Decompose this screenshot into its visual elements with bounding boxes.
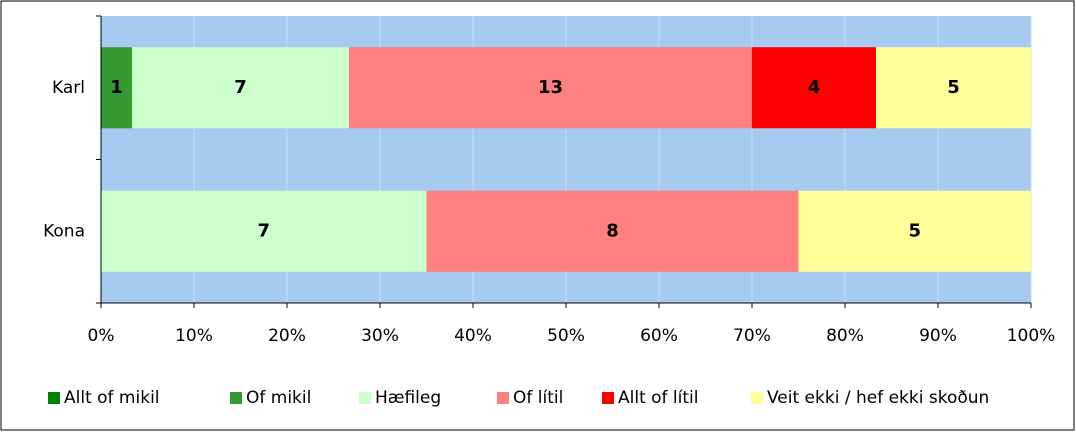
bar-segment <box>132 47 349 129</box>
bar-segment <box>752 47 876 129</box>
legend-swatch <box>751 392 763 404</box>
value-label: 5 <box>908 220 921 241</box>
bar-segment <box>426 190 799 272</box>
value-label: 13 <box>538 77 563 98</box>
value-label: 4 <box>808 77 821 98</box>
bar-segment <box>876 47 1031 129</box>
x-tick-label: 60% <box>640 326 678 346</box>
x-tick-label: 50% <box>547 326 585 346</box>
x-tick-label: 10% <box>175 326 213 346</box>
legend-label: Allt of lítil <box>618 388 699 408</box>
y-tick-label: Karl <box>52 78 85 98</box>
legend-label: Of mikil <box>246 388 311 408</box>
bar-segment <box>349 47 752 129</box>
y-tick-label: Kona <box>43 221 85 241</box>
value-label: 7 <box>234 77 247 98</box>
bar-segment <box>101 47 132 129</box>
value-label: 7 <box>257 220 270 241</box>
legend-swatch <box>602 392 614 404</box>
bar-segment <box>101 190 427 272</box>
x-tick-label: 20% <box>268 326 306 346</box>
legend-swatch <box>230 392 242 404</box>
legend-label: Of lítil <box>513 388 563 408</box>
x-tick-label: 90% <box>919 326 957 346</box>
legend-swatch <box>359 392 371 404</box>
legend-swatch <box>497 392 509 404</box>
x-tick-label: 0% <box>88 326 115 346</box>
x-tick-label: 80% <box>826 326 864 346</box>
legend-label: Allt of mikil <box>64 388 160 408</box>
x-tick-label: 70% <box>733 326 771 346</box>
x-tick-label: 30% <box>361 326 399 346</box>
legend-label: Veit ekki / hef ekki skoðun <box>767 388 989 408</box>
value-label: 8 <box>606 220 619 241</box>
value-label: 1 <box>110 77 123 98</box>
legend-swatch <box>48 392 60 404</box>
x-tick-label: 100% <box>1007 326 1056 346</box>
bar-segment <box>798 190 1031 272</box>
value-label: 5 <box>947 77 960 98</box>
x-tick-label: 40% <box>454 326 492 346</box>
legend-label: Hæfileg <box>375 388 441 408</box>
